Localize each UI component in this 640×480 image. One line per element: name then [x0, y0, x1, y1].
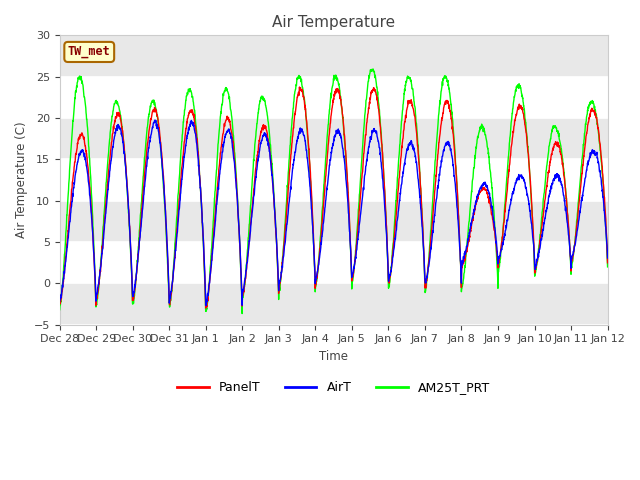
- Bar: [60, 159, 607, 201]
- Y-axis label: Air Temperature (C): Air Temperature (C): [15, 121, 28, 238]
- Bar: [60, 77, 607, 118]
- Bar: [60, 201, 607, 242]
- X-axis label: Time: Time: [319, 350, 348, 363]
- Bar: [60, 118, 607, 159]
- Title: Air Temperature: Air Temperature: [272, 15, 395, 30]
- Bar: [60, 36, 607, 77]
- Bar: [60, 242, 607, 283]
- Legend: PanelT, AirT, AM25T_PRT: PanelT, AirT, AM25T_PRT: [172, 376, 495, 399]
- Text: TW_met: TW_met: [68, 46, 111, 59]
- Bar: [60, 283, 607, 324]
